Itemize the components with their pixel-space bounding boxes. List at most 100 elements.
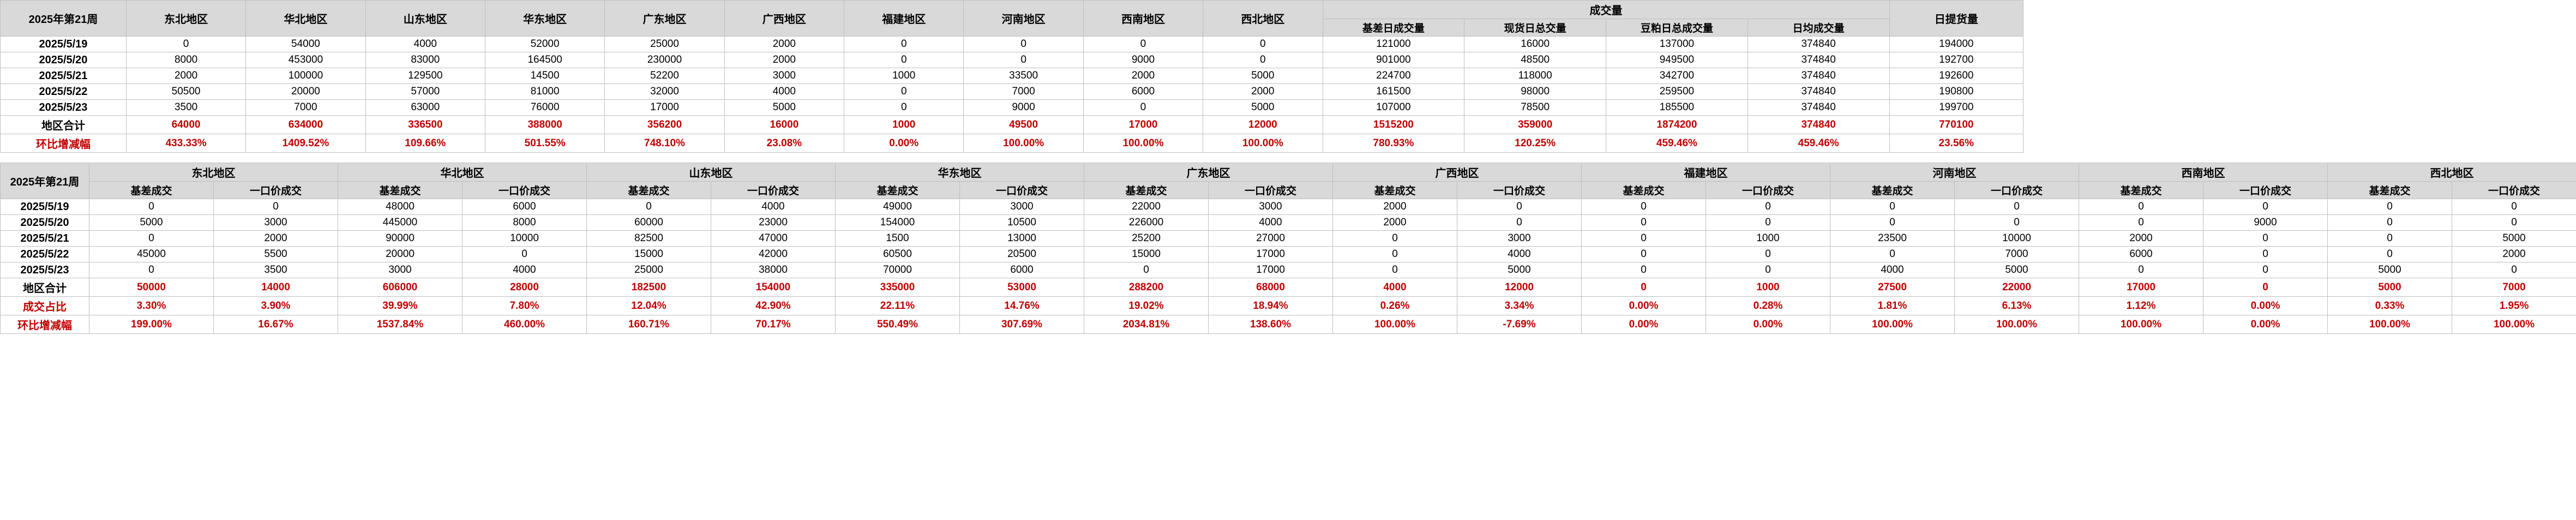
cell: 199.00% [89, 315, 214, 334]
table2-group-2: 山东地区 [586, 163, 836, 182]
cell: 0 [1457, 199, 1582, 215]
cell: 3500 [125, 99, 247, 116]
cell: 5000 [2452, 230, 2576, 247]
cell: 0 [844, 99, 964, 116]
cell: 6000 [2079, 246, 2203, 262]
cell: 5000 [1203, 68, 1323, 84]
table2-growth-row: 环比增减幅 199.00% 16.67% 1537.84% 460.00% 16… [0, 315, 2576, 334]
cell: 3500 [213, 262, 338, 278]
cell: 54000 [245, 36, 366, 52]
table2-sub-fixed-2: 一口价成交 [711, 181, 836, 199]
cell: 0 [2327, 199, 2452, 215]
cell: 0 [2452, 214, 2576, 231]
cell: 2000 [724, 36, 845, 52]
cell: 4000 [365, 36, 485, 52]
cell: 459.46% [1606, 134, 1748, 153]
cell: 359000 [1464, 115, 1607, 134]
cell: 0 [1954, 214, 2079, 231]
table2-sub-fixed-3: 一口价成交 [959, 181, 1084, 199]
cell: 342700 [1606, 68, 1748, 84]
cell: 780.93% [1322, 134, 1465, 153]
cell: 0 [1332, 246, 1457, 262]
cell: 6000 [1083, 83, 1204, 100]
table1-col-region-2: 山东地区 [365, 0, 485, 37]
table1-col-pickup: 日提货量 [1889, 0, 2024, 37]
cell: 0 [89, 230, 214, 247]
table1-row-label: 2025/5/19 [0, 36, 127, 52]
table2-sub-fixed-6: 一口价成交 [1706, 181, 1830, 199]
cell: 3.30% [89, 296, 214, 315]
cell: 1409.52% [245, 134, 366, 153]
table1-col-region-4: 广东地区 [604, 0, 725, 37]
cell: 1000 [844, 115, 964, 134]
cell: 17000 [1208, 246, 1333, 262]
cell: 0 [1332, 230, 1457, 247]
cell: 3000 [724, 68, 845, 84]
cell: 47000 [711, 230, 836, 247]
cell: 50500 [125, 83, 247, 100]
cell: 2000 [2079, 230, 2203, 247]
cell: 259500 [1606, 83, 1748, 100]
table2-group-8: 西南地区 [2079, 163, 2328, 182]
table1-group-volume: 成交量 [1322, 0, 1890, 19]
cell: 0 [1332, 262, 1457, 278]
cell: 16000 [724, 115, 845, 134]
cell: 82500 [586, 230, 711, 247]
table2-sub-fixed-9: 一口价成交 [2452, 181, 2576, 199]
cell: 1000 [1706, 230, 1830, 247]
cell: 5000 [1954, 262, 2079, 278]
cell: 0 [1830, 214, 1955, 231]
table1-total-row: 地区合计 64000 634000 336500 388000 356200 1… [0, 115, 2024, 134]
table2-group-9: 西北地区 [2327, 163, 2576, 182]
cell: 25000 [604, 36, 725, 52]
table-row: 2025/5/19 0 54000 4000 52000 25000 2000 … [0, 36, 2024, 52]
cell: 0 [1706, 214, 1830, 231]
table2-row-label: 2025/5/23 [0, 262, 89, 278]
cell: 226000 [1084, 214, 1209, 231]
table-row: 2025/5/22 45000 5500 20000 0 15000 42000… [0, 246, 2576, 262]
cell: 901000 [1322, 52, 1465, 68]
cell: 0 [89, 262, 214, 278]
cell: 949500 [1606, 52, 1748, 68]
cell: 1.12% [2079, 296, 2203, 315]
cell: 374840 [1747, 68, 1890, 84]
cell: 20500 [959, 246, 1084, 262]
cell: 770100 [1889, 115, 2024, 134]
table-separator [0, 153, 2576, 163]
cell: 164500 [484, 52, 605, 68]
cell: 0 [1581, 214, 1706, 231]
cell: 4000 [462, 262, 587, 278]
cell: 100.00% [1203, 134, 1323, 153]
table2-corner-label: 2025年第21周 [0, 163, 89, 199]
cell: 2000 [724, 52, 845, 68]
cell: 32000 [604, 83, 725, 100]
cell: 14.76% [959, 296, 1084, 315]
cell: 23.56% [1889, 134, 2024, 153]
cell: 356200 [604, 115, 725, 134]
cell: 185500 [1606, 99, 1748, 116]
table2-sub-basis-8: 基差成交 [2079, 181, 2203, 199]
cell: 45000 [89, 246, 214, 262]
cell: 0 [1706, 246, 1830, 262]
cell: 634000 [245, 115, 366, 134]
cell: 1874200 [1606, 115, 1748, 134]
cell: 0 [1203, 52, 1323, 68]
cell: 53000 [959, 278, 1084, 297]
table2-sub-fixed-7: 一口价成交 [1954, 181, 2079, 199]
table2-sub-fixed-0: 一口价成交 [213, 181, 338, 199]
cell: 0.28% [1706, 296, 1830, 315]
cell: 52200 [604, 68, 725, 84]
cell: 0 [2452, 262, 2576, 278]
cell: 17000 [2079, 278, 2203, 297]
cell: 0 [1581, 230, 1706, 247]
cell: 78500 [1464, 99, 1607, 116]
cell: 60500 [835, 246, 960, 262]
cell: 374840 [1747, 99, 1890, 116]
cell: 459.46% [1747, 134, 1890, 153]
cell: 606000 [338, 278, 463, 297]
table1-col-region-9: 西北地区 [1203, 0, 1323, 37]
table1-growth-label: 环比增减幅 [0, 134, 127, 153]
cell: 433.33% [125, 134, 247, 153]
cell: 8000 [125, 52, 247, 68]
cell: 0 [2327, 230, 2452, 247]
